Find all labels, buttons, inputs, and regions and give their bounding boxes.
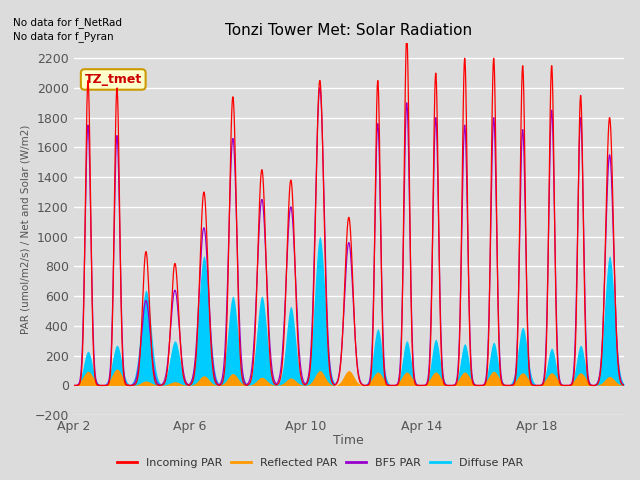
Text: TZ_tmet: TZ_tmet: [84, 73, 142, 86]
Text: No data for f_NetRad: No data for f_NetRad: [13, 17, 122, 28]
Title: Tonzi Tower Met: Solar Radiation: Tonzi Tower Met: Solar Radiation: [225, 23, 472, 38]
Y-axis label: PAR (umol/m2/s) / Net and Solar (W/m2): PAR (umol/m2/s) / Net and Solar (W/m2): [20, 124, 30, 334]
Text: No data for f_Pyran: No data for f_Pyran: [13, 31, 113, 42]
X-axis label: Time: Time: [333, 434, 364, 447]
Legend: Incoming PAR, Reflected PAR, BF5 PAR, Diffuse PAR: Incoming PAR, Reflected PAR, BF5 PAR, Di…: [113, 453, 527, 472]
